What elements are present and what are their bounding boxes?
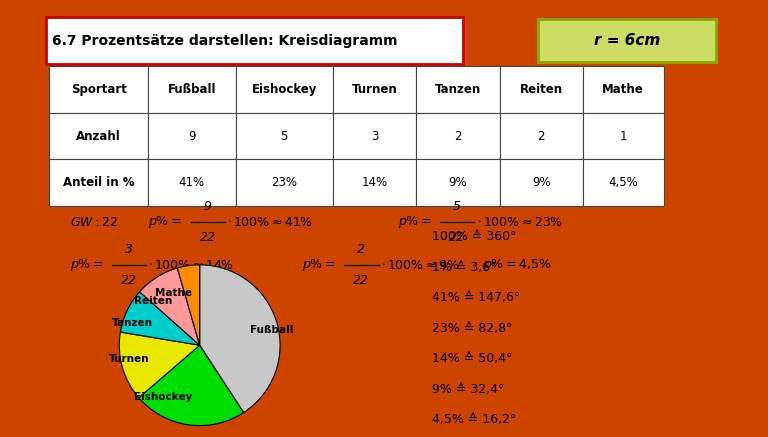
Text: 9: 9: [204, 201, 212, 213]
Text: Anzahl: Anzahl: [76, 129, 121, 142]
Text: $GW: 22$: $GW: 22$: [70, 216, 118, 229]
Text: 2: 2: [357, 243, 366, 256]
Bar: [148, 160, 236, 206]
Text: Reiten: Reiten: [520, 83, 563, 96]
Bar: [49, 66, 148, 113]
Text: 9%: 9%: [532, 176, 551, 189]
Text: Anteil in %: Anteil in %: [63, 176, 134, 189]
Text: 41% ≙ 147,6°: 41% ≙ 147,6°: [432, 291, 520, 304]
Text: Mathe: Mathe: [602, 83, 644, 96]
Text: $p\% = 4{,}5\%$: $p\% = 4{,}5\%$: [483, 257, 551, 273]
Bar: [499, 160, 583, 206]
Text: $p\% =$: $p\% =$: [302, 257, 336, 273]
Text: 14% ≙ 50,4°: 14% ≙ 50,4°: [432, 352, 512, 365]
Text: $p\% =$: $p\% =$: [70, 257, 103, 273]
Wedge shape: [119, 332, 200, 398]
Bar: [583, 66, 664, 113]
Text: Tanzen: Tanzen: [111, 318, 153, 328]
Text: 22: 22: [449, 231, 465, 244]
Bar: [333, 113, 416, 160]
FancyBboxPatch shape: [45, 17, 462, 64]
Bar: [416, 66, 499, 113]
Text: 3: 3: [125, 243, 133, 256]
Text: 2: 2: [538, 129, 545, 142]
Text: Eishockey: Eishockey: [251, 83, 317, 96]
Text: 2: 2: [454, 129, 462, 142]
Text: $p\% =$: $p\% =$: [148, 215, 182, 230]
Text: 23%: 23%: [271, 176, 297, 189]
Wedge shape: [177, 265, 200, 345]
Text: Sportart: Sportart: [71, 83, 127, 96]
Text: 5: 5: [453, 201, 461, 213]
Bar: [333, 66, 416, 113]
Bar: [416, 113, 499, 160]
Text: 23% ≙ 82,8°: 23% ≙ 82,8°: [432, 322, 512, 335]
Text: 9: 9: [188, 129, 196, 142]
Text: Reiten: Reiten: [134, 296, 172, 306]
Wedge shape: [200, 265, 280, 413]
Text: 6.7 Prozentsätze darstellen: Kreisdiagramm: 6.7 Prozentsätze darstellen: Kreisdiagra…: [52, 34, 398, 48]
Text: Turnen: Turnen: [109, 354, 149, 364]
Text: 4,5%: 4,5%: [608, 176, 638, 189]
Wedge shape: [121, 292, 200, 345]
Text: 4,5% ≙ 16,2°: 4,5% ≙ 16,2°: [432, 413, 516, 426]
Text: 5: 5: [280, 129, 288, 142]
Text: 9% ≙ 32,4°: 9% ≙ 32,4°: [432, 382, 505, 395]
Text: $p\% =$: $p\% =$: [398, 215, 431, 230]
Text: 100% ≙ 360°: 100% ≙ 360°: [432, 230, 516, 243]
Text: Tanzen: Tanzen: [435, 83, 481, 96]
Text: 14%: 14%: [362, 176, 388, 189]
Bar: [416, 160, 499, 206]
Bar: [333, 160, 416, 206]
Text: 22: 22: [353, 274, 369, 287]
Bar: [49, 160, 148, 206]
Bar: [236, 160, 333, 206]
Text: $\cdot\,100\%\approx 23\%$: $\cdot\,100\%\approx 23\%$: [477, 216, 563, 229]
Text: 22: 22: [121, 274, 137, 287]
Text: 1% ≙ 3,6°: 1% ≙ 3,6°: [432, 260, 496, 274]
FancyBboxPatch shape: [538, 19, 716, 62]
Bar: [49, 113, 148, 160]
Text: $\cdot\,100\%\approx 14\%$: $\cdot\,100\%\approx 14\%$: [148, 259, 234, 271]
Text: 1: 1: [620, 129, 627, 142]
Text: Eishockey: Eishockey: [134, 392, 192, 402]
Text: 22: 22: [200, 231, 216, 244]
Bar: [236, 66, 333, 113]
Text: r = 6cm: r = 6cm: [594, 33, 660, 48]
Wedge shape: [139, 345, 243, 426]
Text: 9%: 9%: [449, 176, 467, 189]
Text: 3: 3: [371, 129, 378, 142]
Text: Fußball: Fußball: [167, 83, 216, 96]
Text: Fußball: Fußball: [250, 325, 293, 335]
Wedge shape: [140, 268, 200, 345]
Bar: [236, 113, 333, 160]
Bar: [148, 66, 236, 113]
Bar: [583, 113, 664, 160]
Bar: [148, 113, 236, 160]
Text: $\cdot\,100\%\approx 41\%$: $\cdot\,100\%\approx 41\%$: [227, 216, 313, 229]
Text: Mathe: Mathe: [155, 288, 192, 298]
Text: Turnen: Turnen: [352, 83, 397, 96]
Bar: [499, 66, 583, 113]
Text: $\cdot\,100\%\approx 9\%$: $\cdot\,100\%\approx 9\%$: [381, 259, 458, 271]
Bar: [583, 160, 664, 206]
Bar: [499, 113, 583, 160]
Text: 41%: 41%: [179, 176, 205, 189]
